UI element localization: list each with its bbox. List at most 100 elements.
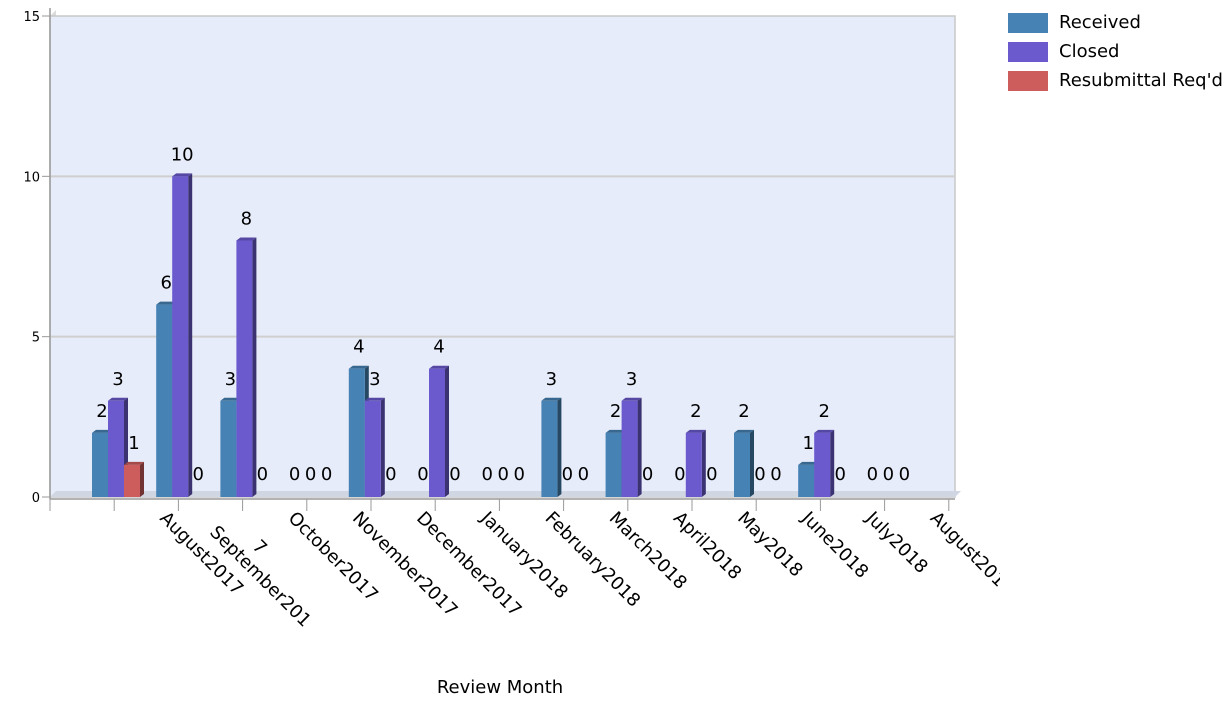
bar-closed-july2018	[814, 432, 831, 497]
bar-closed-august2017-top	[108, 397, 128, 401]
data-label-resubmittal-req-d-march2018: 0	[578, 464, 589, 485]
bar-received-march2018-top	[541, 397, 562, 401]
data-label-closed-april2018: 3	[626, 369, 637, 390]
data-label-received-september2017: 6	[160, 273, 171, 294]
data-label-received-january2018: 0	[417, 464, 428, 485]
bar-received-august2017	[92, 432, 108, 497]
bar-closed-october2017	[236, 240, 253, 497]
legend-label-received: Received	[1059, 12, 1141, 33]
bar-resubmittal-req-d-august2017-top	[124, 461, 144, 465]
bar-closed-july2018-top	[814, 429, 835, 433]
legend-item-received: Received	[1008, 8, 1223, 37]
bar-received-september2017-top	[156, 301, 177, 305]
bar-received-june2018-top	[734, 429, 754, 433]
data-label-received-december2017: 4	[353, 337, 364, 358]
y-tick-label-5: 5	[32, 331, 40, 346]
bar-received-december2017-top	[348, 365, 369, 369]
legend-label-closed: Closed	[1059, 41, 1120, 62]
bar-closed-january2018	[429, 368, 445, 497]
bar-closed-april2018-side	[637, 397, 642, 497]
plot-floor	[50, 491, 961, 497]
data-label-received-july2018: 1	[802, 433, 813, 454]
data-label-closed-december2017: 3	[369, 369, 380, 390]
legend-label-resubmittal: Resubmittal Req'd	[1059, 70, 1223, 91]
bar-closed-april2018-top	[621, 397, 642, 401]
bar-closed-december2017-side	[380, 397, 385, 497]
bar-received-june2018	[734, 432, 750, 497]
bar-received-september2017	[156, 304, 173, 497]
bar-resubmittal-req-d-august2017-side	[140, 461, 144, 497]
bar-closed-december2017-top	[364, 397, 385, 401]
data-label-closed-november2017: 0	[305, 464, 316, 485]
legend-item-closed: Closed	[1008, 37, 1223, 66]
plot-area	[49, 15, 956, 498]
bar-closed-october2017-top	[236, 237, 257, 241]
bar-closed-april2018	[621, 400, 638, 497]
legend-swatch-resubmittal	[1008, 70, 1048, 91]
bar-received-june2018-side	[750, 429, 754, 497]
y-tick-label-0: 0	[32, 491, 40, 506]
bar-closed-may2018-side	[701, 429, 706, 497]
bar-closed-may2018	[685, 432, 702, 497]
bar-closed-september2017-top	[172, 173, 193, 177]
x-axis-title: Review Month	[436, 677, 564, 698]
bar-closed-august2017	[108, 400, 124, 497]
bar-resubmittal-req-d-august2017	[124, 464, 140, 497]
data-label-resubmittal-req-d-may2018: 0	[706, 464, 717, 485]
bar-closed-may2018-top	[685, 429, 706, 433]
data-label-resubmittal-req-d-august2017: 1	[128, 433, 139, 454]
legend-swatch-closed	[1008, 41, 1048, 62]
x-tick-label-august2018: August2018	[926, 508, 1000, 600]
legend-item-resubmittal: Resubmittal Req'd	[1008, 66, 1223, 95]
data-label-closed-august2018: 0	[883, 464, 894, 485]
data-label-resubmittal-req-d-april2018: 0	[642, 464, 653, 485]
bar-received-december2017	[348, 368, 365, 497]
data-label-closed-january2018: 4	[433, 337, 444, 358]
data-label-closed-july2018: 2	[818, 401, 829, 422]
data-label-received-may2018: 0	[674, 464, 685, 485]
data-label-resubmittal-req-d-september2017: 0	[192, 464, 203, 485]
data-label-closed-september2017: 10	[171, 144, 194, 165]
bar-received-april2018-top	[605, 429, 626, 433]
data-label-received-march2018: 3	[546, 369, 557, 390]
data-label-closed-october2017: 8	[241, 208, 252, 229]
data-label-resubmittal-req-d-december2017: 0	[385, 464, 396, 485]
data-label-closed-may2018: 2	[690, 401, 701, 422]
data-label-received-november2017: 0	[289, 464, 300, 485]
bar-received-july2018-top	[798, 461, 819, 465]
bar-closed-september2017	[172, 176, 189, 498]
data-label-received-april2018: 2	[610, 401, 621, 422]
data-label-closed-february2018: 0	[497, 464, 508, 485]
bar-closed-december2017	[364, 400, 381, 497]
bar-closed-september2017-side	[188, 173, 193, 498]
bar-closed-july2018-side	[830, 429, 835, 497]
bar-received-march2018	[541, 400, 558, 497]
data-label-resubmittal-req-d-october2017: 0	[257, 464, 268, 485]
data-label-received-february2018: 0	[481, 464, 492, 485]
x-tick-label-june2018: June2018	[797, 507, 873, 583]
data-label-resubmittal-req-d-january2018: 0	[449, 464, 460, 485]
data-label-received-august2017: 2	[96, 401, 107, 422]
bar-closed-january2018-side	[445, 365, 449, 497]
data-label-resubmittal-req-d-august2018: 0	[899, 464, 910, 485]
bar-received-august2017-top	[92, 429, 112, 433]
bar-received-april2018	[605, 432, 622, 497]
data-label-resubmittal-req-d-february2018: 0	[513, 464, 524, 485]
data-label-closed-august2017: 3	[112, 369, 123, 390]
bar-received-march2018-side	[557, 397, 562, 497]
bar-received-october2017	[220, 400, 237, 497]
data-label-resubmittal-req-d-june2018: 0	[770, 464, 781, 485]
data-label-closed-june2018: 0	[754, 464, 765, 485]
data-label-received-june2018: 2	[738, 401, 749, 422]
data-label-resubmittal-req-d-july2018: 0	[834, 464, 845, 485]
legend: Received Closed Resubmittal Req'd	[1008, 8, 1223, 95]
bar-closed-january2018-top	[429, 365, 449, 369]
legend-swatch-received	[1008, 12, 1048, 33]
data-label-received-october2017: 3	[225, 369, 236, 390]
bar-received-july2018	[798, 464, 815, 497]
y-tick-label-10: 10	[23, 170, 40, 185]
data-label-received-august2018: 0	[867, 464, 878, 485]
data-label-resubmittal-req-d-november2017: 0	[321, 464, 332, 485]
bar-received-october2017-top	[220, 397, 241, 401]
